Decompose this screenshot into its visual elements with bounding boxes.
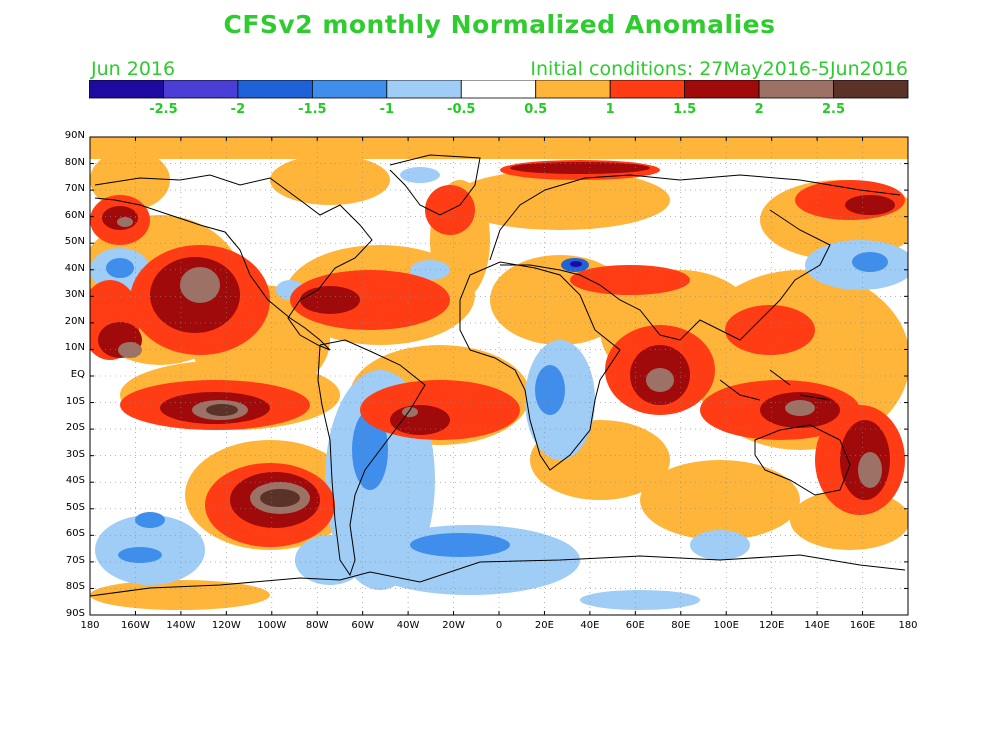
longitude-label: 160E	[849, 620, 876, 631]
latitude-label: 90S	[65, 608, 85, 619]
longitude-label: 60E	[625, 620, 645, 631]
north-america-coast	[94, 174, 373, 351]
latitude-label: 50N	[64, 236, 85, 248]
latitude-label: 50S	[65, 501, 85, 513]
latitude-label: 10S	[65, 395, 85, 407]
anomaly-field	[90, 137, 908, 615]
anomaly-brown	[117, 217, 882, 514]
longitude-label: 180	[898, 620, 918, 631]
longitude-label: 40W	[396, 620, 420, 631]
latitude-label: 60S	[65, 528, 85, 540]
anomaly-deep-blue	[570, 261, 582, 267]
colorbar-label: -2.5	[149, 102, 177, 116]
latitude-label: 40S	[65, 475, 85, 487]
colorbar-label: 2.5	[822, 102, 845, 116]
anomaly-blue	[106, 252, 888, 563]
coastlines	[90, 154, 906, 597]
colorbar-label: -2	[231, 102, 245, 116]
longitude-label: 0	[495, 620, 503, 631]
longitude-label: 140W	[166, 620, 196, 631]
latitude-label: 20S	[65, 422, 85, 434]
colorbar-label: -0.5	[447, 102, 475, 116]
axis-ticks	[89, 136, 909, 616]
latitude-label: 80N	[64, 156, 85, 168]
longitude-label: 80W	[305, 620, 329, 631]
longitude-label: 140E	[804, 620, 830, 631]
colorbar-swatch	[833, 80, 909, 99]
latitude-label: 20N	[64, 315, 85, 327]
longitude-label: 120E	[758, 620, 785, 631]
longitude-label: 120W	[211, 620, 241, 631]
longitude-label: 180	[80, 620, 100, 631]
anomaly-dark-brown	[206, 404, 300, 507]
longitude-label: 100E	[713, 620, 739, 631]
south-america-coast	[317, 339, 426, 577]
colorbar-label: 1	[606, 102, 615, 116]
longitude-label: 20E	[534, 620, 554, 631]
longitude-label: 60W	[351, 620, 374, 631]
map-title: CFSv2 monthly Normalized Anomalies	[223, 10, 776, 39]
colorbar-label: 1.5	[673, 102, 696, 116]
colorbar-label: 0.5	[524, 102, 547, 116]
latitude-label: 40N	[64, 262, 85, 274]
initial-conditions: Initial conditions: 27May2016-5Jun2016	[530, 58, 908, 80]
latitude-label: 30S	[65, 448, 85, 460]
latitude-label: 70N	[64, 183, 85, 195]
latitude-label: 80S	[65, 581, 85, 593]
longitude-label: 160W	[120, 620, 150, 631]
forecast-month: Jun 2016	[91, 58, 176, 80]
eurasia-coast	[489, 174, 901, 341]
latitude-label: 30N	[64, 289, 85, 301]
colorbar: -2.5 -2 -1.5 -1 -0.5 0.5 1 1.5 2 2.5	[89, 80, 909, 116]
longitude-label: 100W	[257, 620, 287, 631]
colorbar-label: -1.5	[298, 102, 326, 116]
africa-coast	[459, 261, 621, 471]
latitude-label: 70S	[65, 554, 85, 566]
latitude-label: 10N	[64, 342, 85, 354]
latitude-label: 60N	[64, 209, 85, 221]
latitude-label: 90N	[64, 130, 85, 141]
indonesia-coast	[719, 369, 831, 401]
longitude-label: 80E	[671, 620, 691, 631]
colorbar-label: -1	[380, 102, 394, 116]
colorbar-label: 2	[755, 102, 764, 116]
latitude-label: EQ	[70, 369, 85, 380]
antarctica-coast	[90, 554, 906, 597]
greenland-coast	[389, 154, 481, 216]
longitude-label: 40E	[580, 620, 600, 631]
longitude-label: 20W	[442, 620, 465, 631]
australia-coast	[754, 424, 851, 496]
